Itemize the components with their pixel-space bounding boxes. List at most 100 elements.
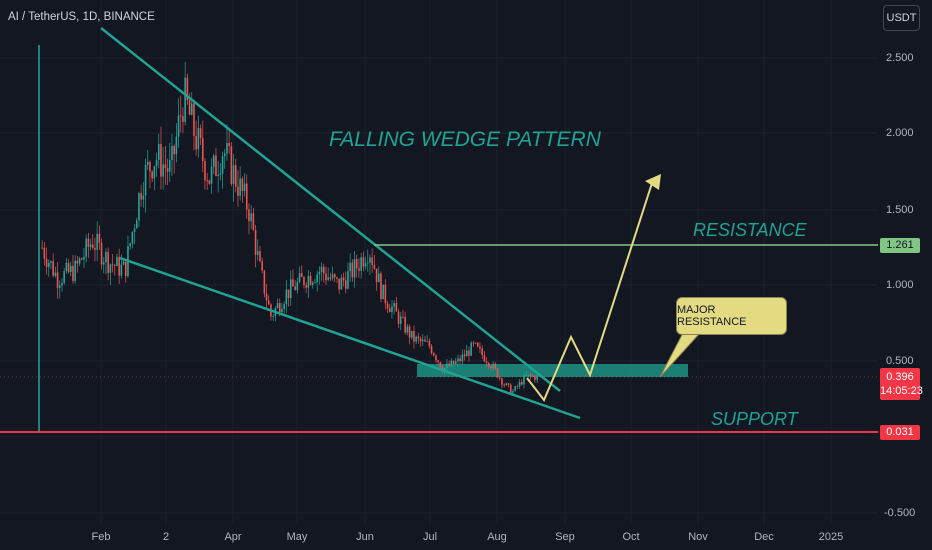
- time-axis-label: Aug: [487, 531, 507, 543]
- candle-body: [102, 262, 105, 265]
- candle-body: [124, 261, 127, 277]
- candle-body: [327, 277, 329, 281]
- candle-body: [358, 268, 360, 271]
- candle-body: [47, 262, 50, 268]
- candle-body: [221, 156, 224, 174]
- time-axis-label: Feb: [91, 531, 111, 543]
- support-label[interactable]: SUPPORT: [711, 409, 798, 429]
- candle-body: [496, 368, 499, 378]
- candle-body: [160, 144, 162, 177]
- wedge-upper-trendline[interactable]: [100, 27, 561, 392]
- candle-body: [534, 376, 536, 380]
- resistance-price-tag: 1.261: [880, 238, 920, 253]
- candle-body: [481, 348, 483, 355]
- candle-body: [215, 155, 217, 176]
- candle-body: [459, 358, 461, 362]
- time-axis-label: Apr: [224, 531, 242, 543]
- projection-path[interactable]: [526, 179, 654, 402]
- candle-body: [527, 374, 530, 376]
- pattern-title[interactable]: FALLING WEDGE PATTERN: [329, 128, 601, 151]
- candle-body: [485, 361, 488, 364]
- candle-body: [278, 303, 281, 313]
- candle-body: [344, 280, 347, 289]
- candle-body: [50, 261, 52, 263]
- candle-body: [428, 341, 431, 347]
- candle-body: [193, 103, 195, 137]
- symbol-title[interactable]: AI / TetherUS, 1D, BINANCE: [8, 11, 155, 23]
- candle-body: [325, 273, 327, 281]
- candle-body: [232, 165, 235, 184]
- candle-body: [259, 251, 261, 262]
- candle-body: [190, 103, 193, 115]
- candle-body: [424, 339, 426, 342]
- candle-body: [149, 161, 151, 172]
- candle-body: [76, 260, 79, 264]
- candle-body: [391, 306, 393, 313]
- candle-body: [281, 309, 283, 313]
- candle-body: [267, 300, 270, 305]
- candle-body: [186, 77, 189, 101]
- candle-body: [120, 264, 123, 276]
- candle-body: [230, 146, 233, 184]
- candle-body: [408, 326, 411, 338]
- candle-body: [338, 278, 340, 290]
- candle-body: [287, 289, 290, 299]
- candle-body: [373, 264, 376, 269]
- candle-body: [435, 355, 437, 361]
- candle-body: [188, 100, 191, 115]
- current-price-tag: 0.396 14:05:23: [880, 368, 923, 400]
- candle-body: [388, 308, 391, 313]
- candle-body: [518, 381, 521, 387]
- time-axis-label: Jul: [422, 531, 438, 543]
- candle-body: [254, 229, 257, 255]
- candle-body: [294, 286, 296, 291]
- candle-body: [166, 167, 169, 172]
- candle-body: [78, 258, 81, 264]
- candle-body: [256, 251, 259, 255]
- candle-body: [371, 257, 373, 265]
- candle-body: [410, 331, 413, 338]
- resistance-label[interactable]: RESISTANCE: [693, 220, 807, 240]
- candle-body: [384, 284, 387, 304]
- candle-body: [245, 183, 248, 210]
- candle-body: [377, 273, 380, 283]
- price-axis-label: 1.500: [886, 204, 914, 216]
- candle-body: [300, 273, 303, 278]
- candle-body: [210, 166, 213, 184]
- candle-body: [417, 336, 420, 339]
- candle-body: [505, 383, 508, 386]
- candle-body: [468, 350, 470, 356]
- candle-body: [113, 265, 116, 267]
- wedge-lower-trendline[interactable]: [119, 256, 581, 420]
- candle-body: [223, 153, 226, 157]
- candle-body: [461, 354, 464, 362]
- candle-body: [476, 342, 479, 347]
- candle-body: [529, 374, 532, 377]
- candle-body: [219, 173, 222, 175]
- candle-body: [479, 346, 481, 349]
- major-resistance-callout[interactable]: MAJOR RESISTANCE: [676, 297, 787, 335]
- candle-body: [342, 277, 345, 281]
- candle-body: [133, 228, 136, 233]
- candle-body: [520, 381, 523, 385]
- candle-body: [85, 238, 87, 257]
- candle-body: [105, 251, 107, 263]
- candle-body: [531, 376, 534, 377]
- candle-body: [74, 260, 76, 281]
- candle-body: [512, 391, 514, 393]
- candle-body: [118, 256, 120, 276]
- candle-body: [173, 145, 175, 155]
- candle-body: [168, 160, 171, 172]
- candle-body: [450, 360, 453, 366]
- candle-body: [333, 274, 336, 278]
- candle-body: [360, 257, 362, 271]
- candle-body: [498, 377, 501, 379]
- grid: [0, 0, 878, 525]
- candle-body: [96, 233, 98, 250]
- candle-body: [397, 311, 400, 324]
- candle-body: [386, 303, 389, 309]
- candle-body: [100, 242, 103, 265]
- candle-body: [382, 284, 384, 300]
- currency-button[interactable]: USDT: [883, 5, 920, 31]
